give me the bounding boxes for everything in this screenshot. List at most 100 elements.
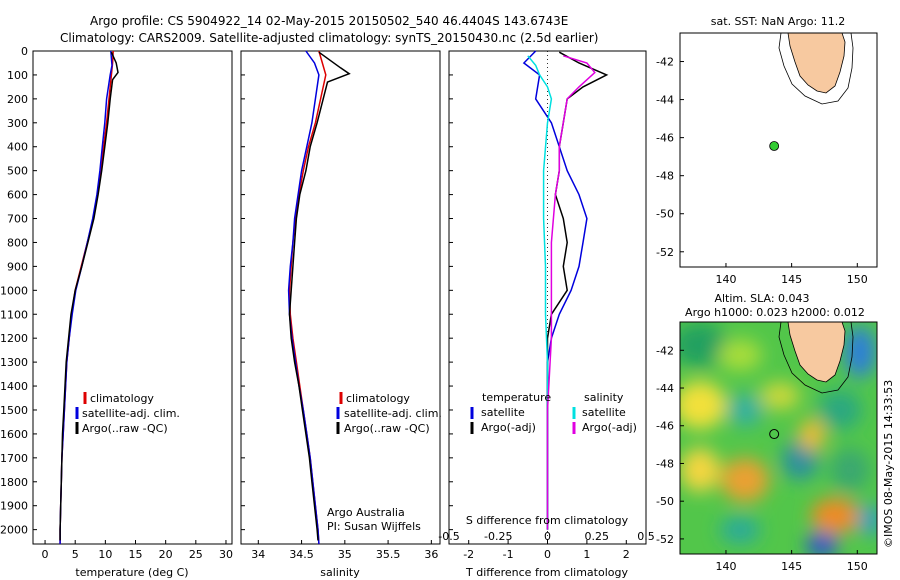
sla-map	[680, 322, 877, 554]
salinity-plot-frame	[240, 50, 441, 545]
legend-label-temp-argo: Argo(-adj)	[481, 421, 536, 434]
depth-tick-label: 300	[7, 117, 28, 130]
depth-tick-label: 1900	[0, 500, 28, 513]
map-lat-tick-label: -46	[656, 420, 674, 433]
temperature-axis-label: temperature (deg C)	[75, 566, 188, 579]
x-tick-label: 2	[623, 548, 630, 561]
sla-map-axes: 140 145 150 -42 -44 -46 -48 -50 -52	[656, 344, 868, 573]
sla-blob	[680, 381, 726, 429]
map-lat-tick-label: -42	[656, 56, 674, 69]
legend-label-argo: Argo(..raw -QC)	[344, 422, 430, 435]
sst-map-axes: 140 145 150 -42 -44 -46 -48 -50 -52	[656, 56, 868, 286]
sla-map-title-line2: Argo h1000: 0.023 h2000: 0.012	[685, 306, 865, 319]
depth-tick-label: 0	[21, 45, 28, 58]
sla-blob	[858, 504, 877, 536]
salinity-legend: climatology satellite-adj. clim. Argo(..…	[336, 392, 442, 435]
sla-blob	[830, 448, 870, 492]
pi-label: PI: Susan Wijffels	[327, 520, 421, 533]
imos-credit-text: ©IMOS 08-May-2015 14:33:53	[882, 380, 895, 548]
legend-label-satellite: satellite-adj. clim.	[82, 407, 180, 420]
map-lon-tick-label: 150	[847, 273, 868, 286]
series-line-argo-raw-qc-	[288, 51, 351, 541]
sla-map-frame	[679, 321, 878, 555]
s-diff-tick-label: 0	[544, 530, 551, 543]
x-tick-label: 35.5	[376, 548, 401, 561]
series-line-satellite	[527, 55, 553, 530]
sst-map-frame	[679, 32, 878, 268]
sst-map	[680, 33, 877, 267]
map-lon-tick-label: 140	[715, 273, 736, 286]
map-lat-tick-label: -44	[656, 382, 674, 395]
x-tick-label: 5	[72, 548, 79, 561]
sst-map-ocean	[680, 33, 877, 267]
argo-australia-label: Argo Australia	[327, 506, 405, 519]
x-tick-label: 34	[251, 548, 265, 561]
x-tick-label: 36	[424, 548, 438, 561]
x-tick-label: 0	[544, 548, 551, 561]
depth-axis: 0 100 200 300 400 500 600 700 800 900 1000 1100 1200…	[0, 45, 453, 537]
x-tick-label: 0	[42, 548, 49, 561]
float-position-marker	[769, 141, 780, 151]
salinity-axis-label: salinity	[320, 566, 360, 579]
sla-map-shelf-contour	[778, 322, 854, 394]
legend-heading-temperature: temperature	[482, 391, 551, 404]
figure-title-line1: Argo profile: CS 5904922_14 02-May-2015 …	[90, 14, 568, 28]
map-lat-tick-label: -50	[656, 208, 674, 221]
temperature-plot: 0 5 10 15 20 25 30	[42, 50, 233, 561]
x-tick-label: 15	[129, 548, 143, 561]
depth-tick-label: 200	[7, 93, 28, 106]
map-lat-tick-label: -46	[656, 132, 674, 145]
map-lon-tick-label: 145	[781, 560, 802, 573]
x-tick-label: -2	[463, 548, 474, 561]
sla-blob	[721, 458, 769, 502]
x-tick-label: 20	[159, 548, 173, 561]
legend-heading-salinity: salinity	[584, 391, 624, 404]
depth-tick-label: 1300	[0, 356, 28, 369]
series-line-climatology	[288, 50, 327, 545]
depth-tick-label: 1400	[0, 380, 28, 393]
series-line-satellite	[522, 50, 588, 530]
sst-map-shelf-contour	[778, 33, 854, 105]
x-tick-label: 1	[583, 548, 590, 561]
depth-tick-label: 100	[7, 69, 28, 82]
x-tick-label: 25	[189, 548, 203, 561]
sla-blob	[806, 533, 838, 554]
tasmania-land	[787, 322, 846, 383]
s-diff-tick-label: -0.25	[484, 530, 512, 543]
x-tick-label: 10	[98, 548, 112, 561]
difference-plot: -2 -1 0 1 2 -0.5 -0.25 0 0.25 0.5	[438, 50, 655, 561]
depth-tick-label: 1600	[0, 428, 28, 441]
x-tick-label: 30	[219, 548, 233, 561]
depth-tick-label: 900	[7, 260, 28, 273]
sla-blob	[718, 339, 762, 371]
depth-tick-label: 1700	[0, 452, 28, 465]
sla-anomaly-field	[680, 323, 877, 554]
legend-label-climatology: climatology	[90, 392, 154, 405]
sla-map-title-line1: Altim. SLA: 0.043	[714, 292, 809, 305]
sla-blob	[811, 498, 859, 534]
map-lat-tick-label: -52	[656, 246, 674, 259]
legend-label-temp-satellite: satellite	[481, 406, 525, 419]
x-tick-label: 35	[338, 548, 352, 561]
legend-label-climatology: climatology	[346, 392, 410, 405]
map-lat-tick-label: -48	[656, 457, 674, 470]
t-difference-axis-label: T difference from climatology	[465, 566, 628, 579]
sla-blob	[680, 448, 720, 492]
map-lat-tick-label: -52	[656, 533, 674, 546]
s-diff-tick-label: -0.5	[438, 530, 459, 543]
sla-blob	[818, 390, 862, 430]
x-tick-label: -1	[503, 548, 514, 561]
depth-tick-label: 1800	[0, 476, 28, 489]
depth-tick-label: 800	[7, 236, 28, 249]
series-line-argo-raw-qc-	[59, 51, 119, 541]
map-lon-tick-label: 145	[781, 273, 802, 286]
legend-label-argo: Argo(..raw -QC)	[82, 422, 168, 435]
figure-title-line2: Climatology: CARS2009. Satellite-adjuste…	[60, 31, 598, 45]
s-diff-tick-label: 0.25	[585, 530, 610, 543]
tasmania-land	[787, 33, 846, 94]
map-lon-tick-label: 150	[847, 560, 868, 573]
map-lon-tick-label: 140	[715, 560, 736, 573]
depth-tick-label: 1100	[0, 308, 28, 321]
legend-label-satellite: satellite-adj. clim.	[344, 407, 442, 420]
map-lat-tick-label: -44	[656, 94, 674, 107]
